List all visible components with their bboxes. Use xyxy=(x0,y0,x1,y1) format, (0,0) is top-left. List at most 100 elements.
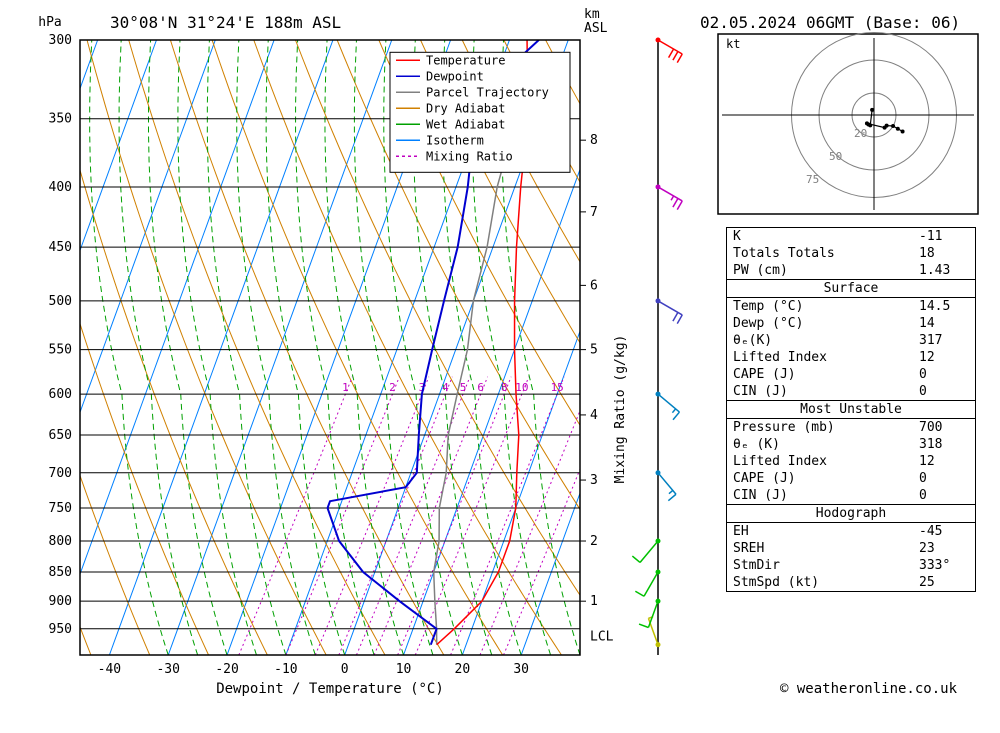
index-value: 12 xyxy=(919,454,969,469)
svg-text:7: 7 xyxy=(590,205,598,220)
index-row: CAPE (J)0 xyxy=(727,470,975,487)
index-value: 0 xyxy=(919,488,969,503)
svg-text:950: 950 xyxy=(49,622,72,637)
svg-text:-20: -20 xyxy=(215,662,238,677)
index-value: 700 xyxy=(919,420,969,435)
section-header-surface: Surface xyxy=(727,279,975,298)
svg-text:10: 10 xyxy=(396,662,412,677)
index-label: StmDir xyxy=(733,558,919,573)
index-label: Totals Totals xyxy=(733,246,919,261)
svg-text:500: 500 xyxy=(49,294,72,309)
index-row: EH-45 xyxy=(727,523,975,540)
svg-text:ASL: ASL xyxy=(584,21,608,36)
index-label: Dewp (°C) xyxy=(733,316,919,331)
index-value: 0 xyxy=(919,471,969,486)
index-row: θₑ(K)317 xyxy=(727,332,975,349)
svg-text:Temperature: Temperature xyxy=(426,53,505,67)
index-row: SREH23 xyxy=(727,540,975,557)
index-value: 14 xyxy=(919,316,969,331)
svg-text:75: 75 xyxy=(806,173,819,186)
index-label: EH xyxy=(733,524,919,539)
svg-text:2: 2 xyxy=(389,381,396,394)
svg-text:10: 10 xyxy=(515,381,528,394)
svg-text:15: 15 xyxy=(551,381,564,394)
index-label: Temp (°C) xyxy=(733,299,919,314)
index-label: CAPE (J) xyxy=(733,367,919,382)
index-row: PW (cm)1.43 xyxy=(727,262,975,279)
svg-text:8: 8 xyxy=(590,133,598,148)
svg-text:5: 5 xyxy=(590,343,598,358)
svg-text:20: 20 xyxy=(854,127,867,140)
svg-text:02.05.2024 06GMT (Base: 06): 02.05.2024 06GMT (Base: 06) xyxy=(700,13,960,32)
index-label: SREH xyxy=(733,541,919,556)
index-label: θₑ(K) xyxy=(733,333,919,348)
index-value: 0 xyxy=(919,384,969,399)
svg-text:800: 800 xyxy=(49,534,72,549)
index-row: Lifted Index12 xyxy=(727,349,975,366)
index-row: Totals Totals18 xyxy=(727,245,975,262)
svg-text:3: 3 xyxy=(590,473,598,488)
svg-text:hPa: hPa xyxy=(38,15,61,30)
svg-text:LCL: LCL xyxy=(590,630,614,645)
index-row: Lifted Index12 xyxy=(727,453,975,470)
index-value: 317 xyxy=(919,333,969,348)
index-value: 14.5 xyxy=(919,299,969,314)
svg-text:Dewpoint / Temperature (°C): Dewpoint / Temperature (°C) xyxy=(216,681,444,697)
index-row: CIN (J)0 xyxy=(727,383,975,400)
index-label: PW (cm) xyxy=(733,263,919,278)
index-label: θₑ (K) xyxy=(733,437,919,452)
index-row: Pressure (mb)700 xyxy=(727,419,975,436)
svg-text:350: 350 xyxy=(49,112,72,127)
svg-text:50: 50 xyxy=(829,150,842,163)
svg-text:30: 30 xyxy=(513,662,529,677)
svg-text:km: km xyxy=(584,7,600,22)
index-row: θₑ (K)318 xyxy=(727,436,975,453)
svg-text:-10: -10 xyxy=(274,662,297,677)
svg-text:600: 600 xyxy=(49,387,72,402)
index-row: CAPE (J)0 xyxy=(727,366,975,383)
svg-text:300: 300 xyxy=(49,33,72,48)
index-value: 318 xyxy=(919,437,969,452)
svg-text:Mixing Ratio: Mixing Ratio xyxy=(426,149,513,163)
index-value: 25 xyxy=(919,575,969,590)
index-row: Temp (°C)14.5 xyxy=(727,298,975,315)
svg-text:6: 6 xyxy=(590,278,598,293)
svg-text:700: 700 xyxy=(49,466,72,481)
index-value: 0 xyxy=(919,367,969,382)
index-label: K xyxy=(733,229,919,244)
indices-table: K-11Totals Totals18PW (cm)1.43SurfaceTem… xyxy=(726,227,976,592)
svg-text:2: 2 xyxy=(590,534,598,549)
svg-text:5: 5 xyxy=(460,381,467,394)
svg-text:750: 750 xyxy=(49,501,72,516)
index-row: K-11 xyxy=(727,228,975,245)
index-value: 12 xyxy=(919,350,969,365)
svg-text:Dewpoint: Dewpoint xyxy=(426,69,484,83)
svg-text:4: 4 xyxy=(442,381,449,394)
svg-text:Mixing Ratio (g/kg): Mixing Ratio (g/kg) xyxy=(613,335,628,484)
svg-text:450: 450 xyxy=(49,240,72,255)
index-value: 1.43 xyxy=(919,263,969,278)
svg-text:850: 850 xyxy=(49,565,72,580)
svg-text:-40: -40 xyxy=(98,662,121,677)
index-row: StmDir333° xyxy=(727,557,975,574)
svg-text:Parcel Trajectory: Parcel Trajectory xyxy=(426,85,549,99)
index-label: Lifted Index xyxy=(733,454,919,469)
index-row: CIN (J)0 xyxy=(727,487,975,504)
svg-text:20: 20 xyxy=(455,662,471,677)
index-value: 23 xyxy=(919,541,969,556)
index-label: CIN (J) xyxy=(733,488,919,503)
svg-text:© weatheronline.co.uk: © weatheronline.co.uk xyxy=(780,681,958,697)
svg-text:-30: -30 xyxy=(156,662,179,677)
svg-text:400: 400 xyxy=(49,180,72,195)
index-value: 18 xyxy=(919,246,969,261)
index-value: -45 xyxy=(919,524,969,539)
svg-text:Isotherm: Isotherm xyxy=(426,133,484,147)
index-value: -11 xyxy=(919,229,969,244)
svg-text:1: 1 xyxy=(590,594,598,609)
svg-text:Dry Adiabat: Dry Adiabat xyxy=(426,101,505,115)
svg-text:650: 650 xyxy=(49,428,72,443)
index-label: Pressure (mb) xyxy=(733,420,919,435)
svg-text:900: 900 xyxy=(49,594,72,609)
svg-text:550: 550 xyxy=(49,343,72,358)
svg-text:4: 4 xyxy=(590,408,598,423)
